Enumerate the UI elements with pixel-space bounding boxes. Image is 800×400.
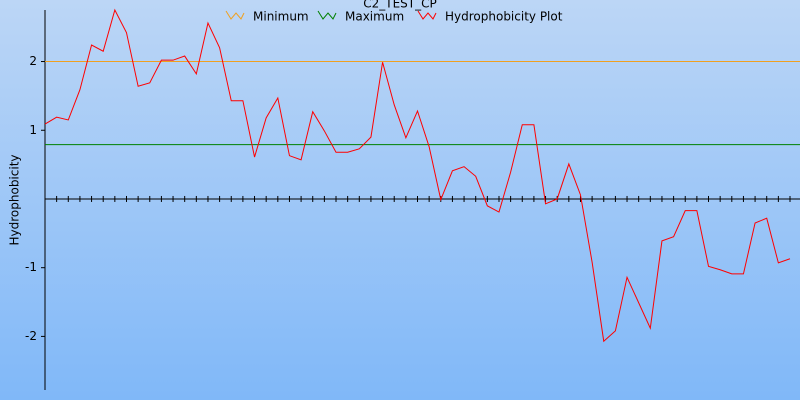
legend-icon (317, 10, 337, 20)
legend-label: Hydrophobicity Plot (445, 10, 563, 24)
y-tick-label: 2 (29, 54, 37, 68)
legend-icon (225, 10, 245, 20)
data-line (44, 8, 791, 343)
chart-title: C2_TEST_CP (363, 0, 437, 11)
legend-label: Minimum (253, 10, 309, 24)
y-tick-label: 1 (29, 123, 37, 137)
y-tick-label: -1 (25, 260, 37, 274)
y-axis-label: Hydrophobicity (8, 154, 22, 245)
legend-label: Maximum (345, 10, 404, 24)
y-tick-label: -2 (25, 329, 37, 343)
legend-icon (417, 10, 437, 20)
